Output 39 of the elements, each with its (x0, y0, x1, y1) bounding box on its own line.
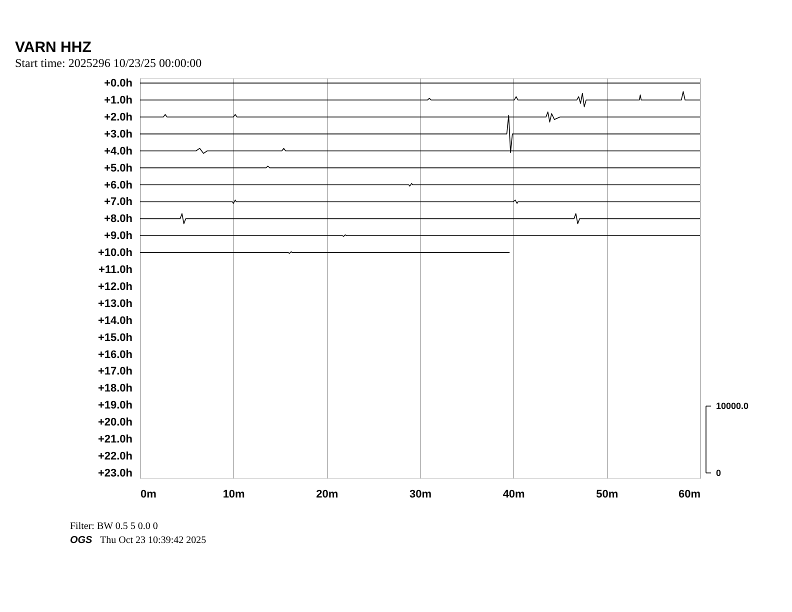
y-tick-label: +19.0h (98, 400, 133, 412)
y-tick-label: +21.0h (98, 434, 133, 446)
y-tick-label: +2.0h (104, 111, 133, 124)
text: OGS (70, 535, 93, 546)
y2-tick-label: 0 (716, 468, 722, 478)
x-tick-label: 10m (222, 488, 246, 500)
line-series (140, 91, 700, 108)
y-tick-label: +3.0h (104, 128, 133, 140)
y-tick-label: +5.0h (104, 162, 133, 174)
x-tick-label: 50m (596, 488, 618, 500)
y-tick-label: +9.0h (104, 230, 133, 242)
y-tick-label: +7.0h (104, 196, 133, 208)
y-tick-label: +10.0h (98, 247, 133, 260)
y-tick-label: +14.0h (98, 314, 133, 327)
y-tick-label: +18.0h (98, 382, 133, 395)
x-tick-label: 40m (502, 488, 526, 500)
x-tick-label: 30m (409, 488, 432, 500)
y-tick-label: +6.0h (104, 179, 133, 192)
chart-subtitle: Start time: 2025296 10/23/25 00:00:00 (15, 56, 202, 70)
y-tick-label: +20.0h (98, 416, 133, 429)
y-tick-label: +1.0h (104, 94, 133, 107)
text: Filter: BW 0.5 5 0.0 0 (70, 521, 158, 532)
y-tick-label: +12.0h (98, 280, 133, 293)
y-tick-label: +22.0h (98, 450, 133, 462)
y-tick-label: +0.0h (104, 78, 133, 90)
y-tick-label: +15.0h (98, 332, 133, 344)
y2-tick-label: 10000.0 (716, 401, 749, 412)
y-tick-label: +13.0h (98, 298, 133, 310)
y-tick-label: +17.0h (98, 366, 133, 378)
x-tick-label: 0m (140, 488, 157, 500)
y-tick-label: +23.0h (98, 467, 133, 480)
text: Thu Oct 23 10:39:42 2025 (100, 535, 206, 546)
chart-title: VARN HHZ (15, 39, 92, 56)
y-tick-label: +16.0h (98, 348, 133, 361)
y-tick-label: +8.0h (104, 213, 133, 226)
y-tick-label: +11.0h (98, 264, 133, 276)
y-tick-label: +4.0h (104, 145, 133, 158)
x-tick-label: 60m (678, 488, 701, 500)
x-tick-label: 20m (316, 488, 338, 500)
